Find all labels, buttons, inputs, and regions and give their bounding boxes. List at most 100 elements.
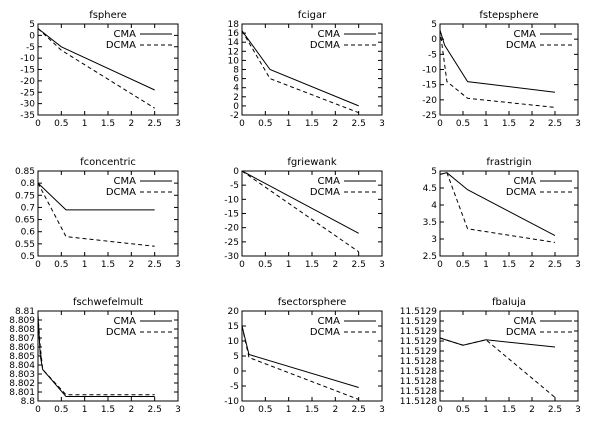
chart-panel-3: fconcentric 0 0.5 1 1.5 2 2.5 3 0.85 0.8 0.75 0.7 0.…	[0, 140, 198, 285]
y-tick-label: 5	[233, 352, 239, 362]
x-tick-label: 2	[529, 260, 535, 270]
series-line-dcma	[439, 172, 556, 243]
y-tick-label: 8.805	[9, 352, 35, 362]
y-tick-label: 8.809	[9, 316, 35, 326]
x-tick-label: 0	[437, 260, 443, 270]
x-tick-label: 2.5	[548, 119, 562, 129]
y-tick-label: 0	[233, 367, 239, 377]
y-tick-label: -5	[26, 43, 35, 53]
series-line-dcma	[241, 325, 359, 400]
series-line-cma	[439, 172, 556, 237]
legend-label-dcma: DCMA	[310, 187, 340, 198]
x-tick-label: 0.5	[258, 405, 272, 415]
y-tick-label: 15	[228, 322, 239, 332]
y-tick-label: 20	[228, 307, 240, 317]
x-tick-label: 1	[82, 119, 88, 129]
x-tick-label: 2	[128, 260, 134, 270]
y-tick-label: 4	[431, 201, 437, 211]
y-tick-label: -10	[224, 397, 239, 407]
series-line-cma	[37, 182, 155, 211]
y-tick-label: -35	[20, 111, 35, 121]
x-tick-label: 2	[332, 260, 338, 270]
y-tick-label: 14	[228, 38, 240, 48]
y-tick-label: -30	[224, 252, 239, 262]
x-tick-label: 2.5	[352, 405, 366, 415]
legend-label-cma: CMA	[114, 176, 137, 187]
legend-label-cma: CMA	[514, 29, 537, 40]
y-tick-label: -25	[20, 88, 35, 98]
y-tick-label: -5	[230, 382, 239, 392]
x-tick-label: 2	[529, 119, 535, 129]
chart-title: frastrigin	[486, 157, 531, 168]
legend-label-cma: CMA	[514, 176, 537, 187]
chart-title: fsphere	[89, 10, 127, 21]
chart-svg-4: fgriewank 0 0.5 1 1.5 2 2.5 3 0 -5 -10 -15 -20 -25 -30…	[224, 157, 385, 270]
x-tick-label: 3	[175, 119, 181, 129]
series-line-dcma	[439, 337, 556, 398]
legend-label-dcma: DCMA	[106, 40, 136, 51]
x-tick-label: 3	[575, 119, 581, 129]
x-tick-label: 1.5	[101, 119, 115, 129]
y-tick-label: -15	[20, 66, 35, 76]
y-tick-label: 12	[228, 47, 239, 57]
legend-label-cma: CMA	[318, 29, 341, 40]
chart-title: fbaluja	[492, 297, 526, 308]
chart-panel-5: frastrigin 0 0.5 1 1.5 2 2.5 3 5 4.5 4 3.5 3 2.5 CMA DC…	[396, 140, 594, 285]
chart-panel-7: fsectorsphere 0 0.5 1 1.5 2 2.5 3 20 15 10 5 0 -5 -10 C…	[198, 280, 396, 425]
chart-panel-2: fstepsphere 0 0.5 1 1.5 2 2.5 3 5 0 -5 -10 -15 -20 -25…	[396, 0, 594, 145]
series-line-dcma	[37, 28, 155, 109]
y-tick-label: -5	[230, 181, 239, 191]
x-tick-label: 3	[575, 405, 581, 415]
x-tick-label: 1.5	[101, 405, 115, 415]
plot-frame	[241, 23, 383, 116]
y-tick-label: 0.5	[21, 252, 35, 262]
x-tick-label: 2	[128, 405, 134, 415]
y-tick-label: 8.807	[9, 334, 35, 344]
series-line-cma	[37, 315, 155, 397]
chart-panel-8: fbaluja 0 0.5 1 1.5 2 2.5 3 11.5129 11.5129 11.512…	[396, 280, 594, 425]
y-tick-label: -30	[20, 100, 35, 110]
x-tick-label: 1.5	[305, 405, 319, 415]
x-tick-label: 1	[82, 260, 88, 270]
y-tick-label: -15	[422, 81, 437, 91]
x-tick-label: 2.5	[148, 119, 162, 129]
chart-title: fconcentric	[80, 157, 136, 168]
x-tick-label: 1	[82, 405, 88, 415]
x-tick-label: 0	[239, 405, 245, 415]
x-tick-label: 0	[437, 119, 443, 129]
y-tick-label: -25	[224, 238, 239, 248]
y-tick-label: -15	[224, 210, 239, 220]
series-line-cma	[241, 325, 359, 388]
y-tick-label: 0.6	[21, 228, 36, 238]
y-tick-label: 3.5	[423, 218, 437, 228]
y-tick-label: 0.65	[15, 216, 35, 226]
y-tick-label: 8.8	[21, 397, 36, 407]
legend-label-cma: CMA	[318, 176, 341, 187]
y-tick-label: 8.804	[9, 361, 35, 371]
x-tick-label: 1	[286, 119, 292, 129]
x-tick-label: 0.5	[54, 119, 68, 129]
x-tick-label: 1.5	[305, 260, 319, 270]
chart-svg-2: fstepsphere 0 0.5 1 1.5 2 2.5 3 5 0 -5 -10 -15 -20 -25…	[422, 10, 581, 129]
legend-label-dcma: DCMA	[506, 187, 536, 198]
x-tick-label: 0.5	[54, 405, 68, 415]
series-line-cma	[37, 28, 155, 91]
legend-label-dcma: DCMA	[310, 40, 340, 51]
y-tick-label: 11.5129	[400, 307, 437, 317]
chart-title: fschwefelmult	[73, 297, 143, 308]
y-tick-label: 11.5129	[400, 337, 437, 347]
y-tick-label: 11.5128	[400, 367, 437, 377]
plot-frame	[241, 170, 383, 257]
series-line-dcma	[241, 30, 359, 114]
x-tick-label: 2.5	[548, 260, 562, 270]
x-tick-label: 0	[35, 119, 41, 129]
y-tick-label: 18	[228, 20, 240, 30]
x-tick-label: 1	[483, 405, 489, 415]
y-tick-label: 8.802	[9, 379, 35, 389]
y-tick-label: 8.808	[9, 325, 35, 335]
y-tick-label: -2	[230, 111, 239, 121]
x-tick-label: 0.5	[258, 260, 272, 270]
